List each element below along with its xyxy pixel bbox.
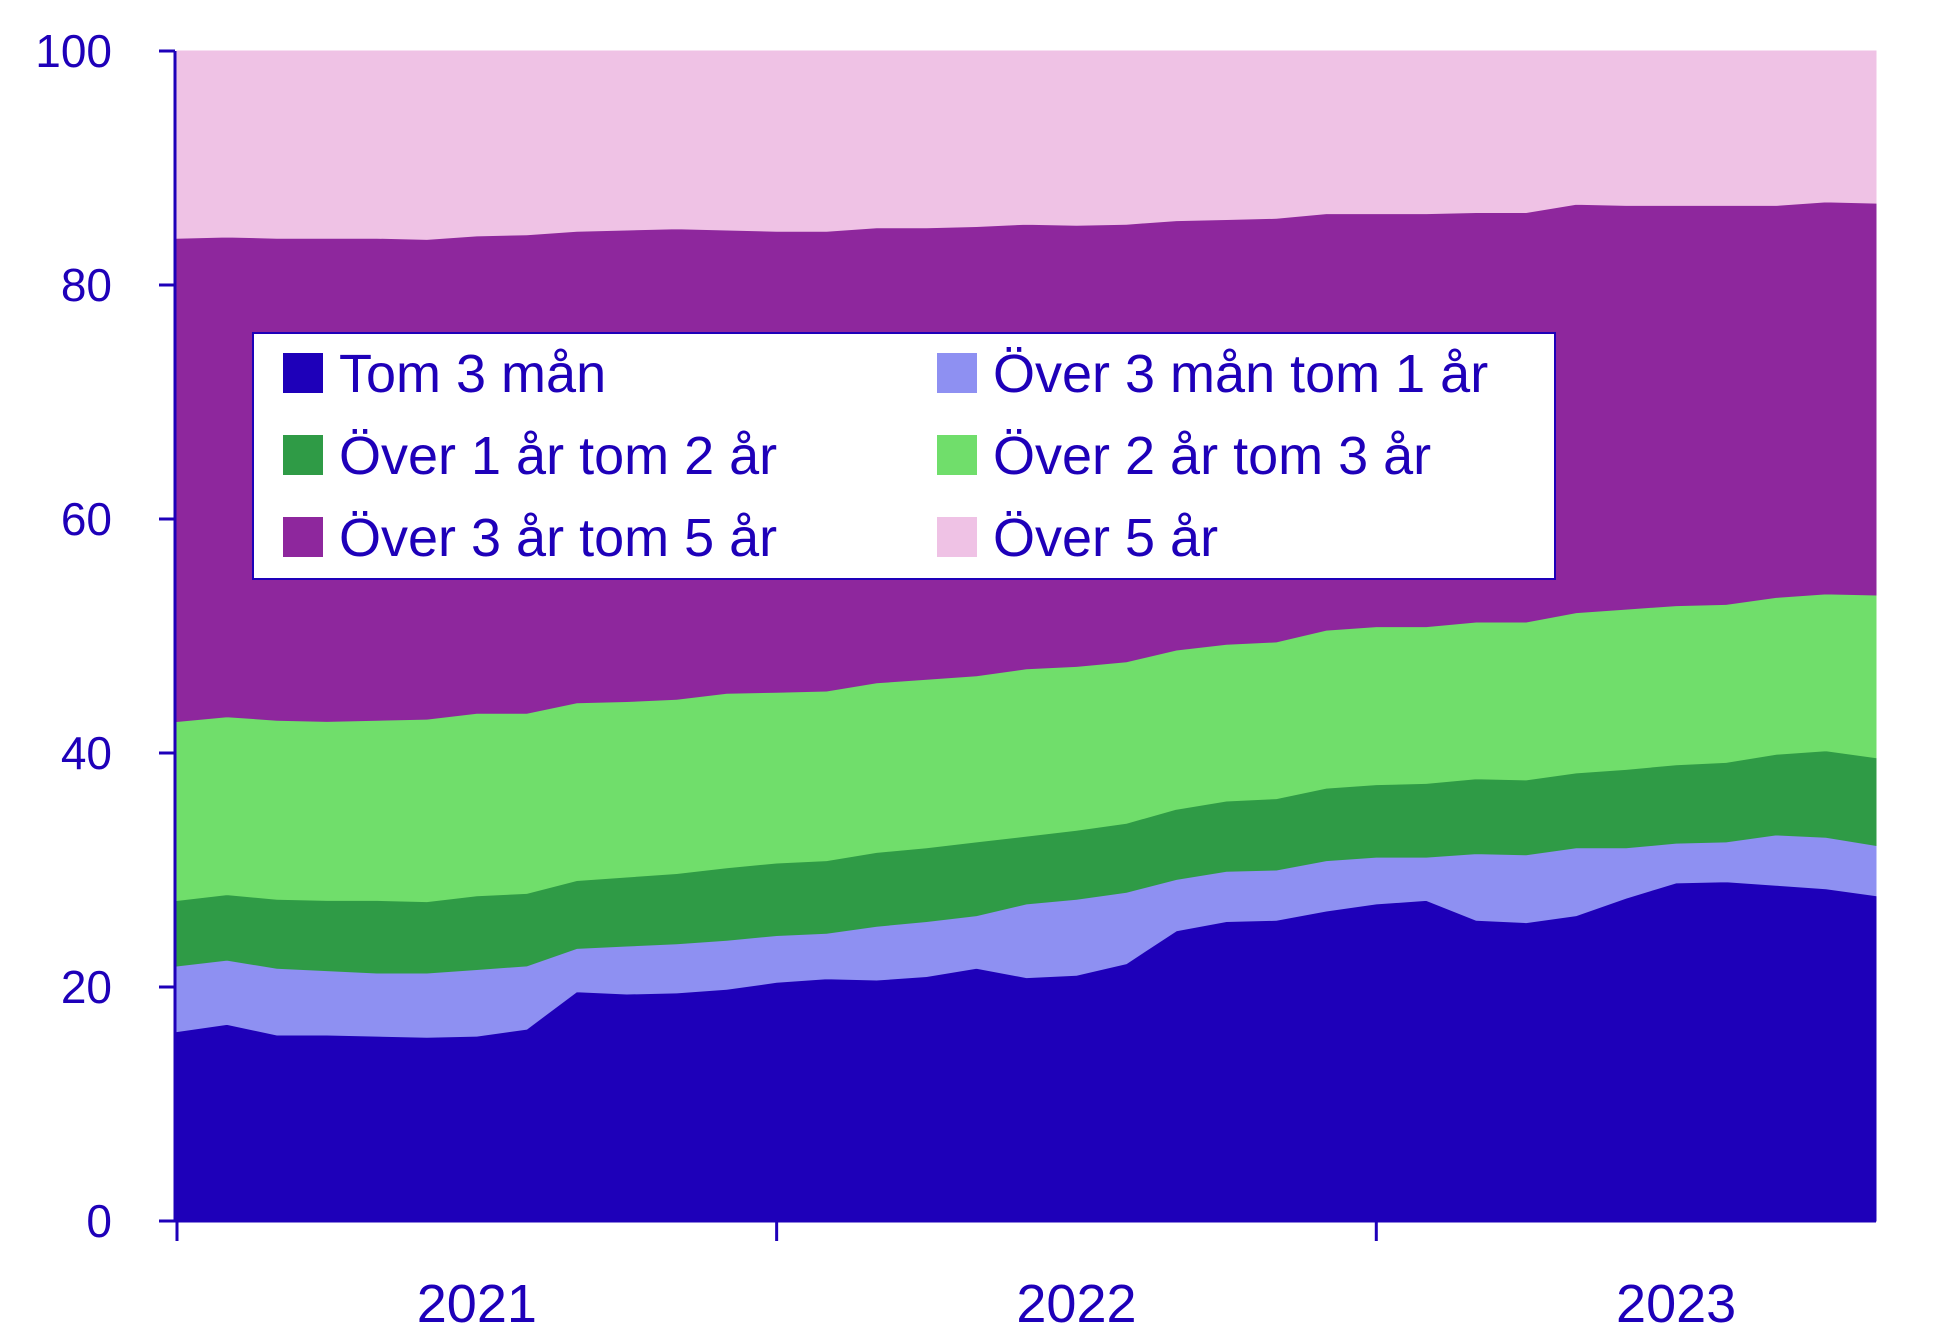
y-tick-label: 80 (61, 259, 112, 311)
axes-group (173, 51, 1876, 1223)
legend-label: Över 5 år (993, 508, 1218, 568)
legend-label: Över 3 mån tom 1 år (993, 344, 1488, 404)
legend-swatch (283, 353, 323, 393)
x-ticks-group: 2021 2022 2023 (175, 1221, 1736, 1334)
area-series-6 (176, 50, 1877, 240)
legend-label: Över 3 år tom 5 år (339, 508, 777, 568)
y-ticks-group: 0 20 40 60 80 100 (35, 25, 175, 1247)
legend: Tom 3 mån Över 3 mån tom 1 år Över 1 år to… (252, 332, 1556, 580)
x-tick-label: 2023 (1616, 1274, 1736, 1334)
legend-label: Över 1 år tom 2 år (339, 426, 777, 486)
y-tick-label: 100 (35, 25, 112, 77)
legend-swatch (937, 517, 977, 557)
area-series-group (176, 50, 1877, 1222)
legend-swatch (283, 517, 323, 557)
legend-swatch (937, 435, 977, 475)
x-tick-label: 2022 (1016, 1274, 1136, 1334)
x-tick-label: 2021 (417, 1274, 537, 1334)
y-tick-label: 60 (61, 493, 112, 545)
y-tick-label: 20 (61, 961, 112, 1013)
legend-label: Tom 3 mån (339, 344, 606, 404)
legend-box (252, 332, 1556, 580)
y-tick-label: 40 (61, 727, 112, 779)
legend-swatch (283, 435, 323, 475)
legend-label: Över 2 år tom 3 år (993, 426, 1431, 486)
legend-items: Tom 3 mån Över 3 mån tom 1 år Över 1 år to… (283, 344, 1488, 568)
y-tick-label: 0 (86, 1195, 112, 1247)
legend-swatch (937, 353, 977, 393)
